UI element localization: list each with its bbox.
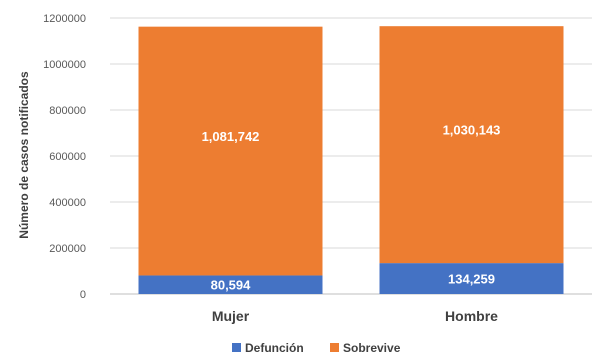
data-label-hombre-sobrevive: 1,030,143 bbox=[443, 123, 501, 138]
data-label-mujer-sobrevive: 1,081,742 bbox=[202, 129, 260, 144]
legend: Defunción Sobrevive bbox=[232, 341, 401, 355]
y-tick-label-0: 0 bbox=[80, 289, 86, 301]
data-labels: 80,594 1,081,742 134,259 1,030,143 bbox=[202, 123, 501, 293]
legend-swatch-sobrevive bbox=[330, 343, 339, 352]
legend-swatch-defunción bbox=[232, 343, 241, 352]
y-tick-label-600000: 600000 bbox=[49, 151, 86, 163]
x-axis-categories: Mujer Hombre bbox=[212, 308, 498, 324]
y-tick-label-1200000: 1200000 bbox=[43, 13, 86, 25]
y-axis-ticks: 0 200000 400000 600000 800000 1000000 1200000 bbox=[43, 13, 86, 301]
x-category-mujer: Mujer bbox=[212, 308, 250, 324]
y-tick-label-800000: 800000 bbox=[49, 105, 86, 117]
bar-hombre-defunción bbox=[379, 263, 564, 294]
bar-hombre-sobrevive bbox=[379, 26, 564, 264]
bar-mujer-sobrevive bbox=[138, 26, 323, 276]
y-tick-label-400000: 400000 bbox=[49, 197, 86, 209]
y-tick-label-200000: 200000 bbox=[49, 243, 86, 255]
bars bbox=[138, 26, 564, 294]
bar-mujer-defunción bbox=[138, 275, 323, 294]
legend-label-defunción: Defunción bbox=[245, 341, 304, 355]
y-tick-label-1000000: 1000000 bbox=[43, 59, 86, 71]
data-label-hombre-defunción: 134,259 bbox=[448, 272, 495, 287]
y-axis-label: Número de casos notificados bbox=[17, 71, 31, 239]
legend-label-sobrevive: Sobrevive bbox=[343, 341, 401, 355]
data-label-mujer-defunción: 80,594 bbox=[211, 278, 252, 293]
x-category-hombre: Hombre bbox=[445, 308, 498, 324]
